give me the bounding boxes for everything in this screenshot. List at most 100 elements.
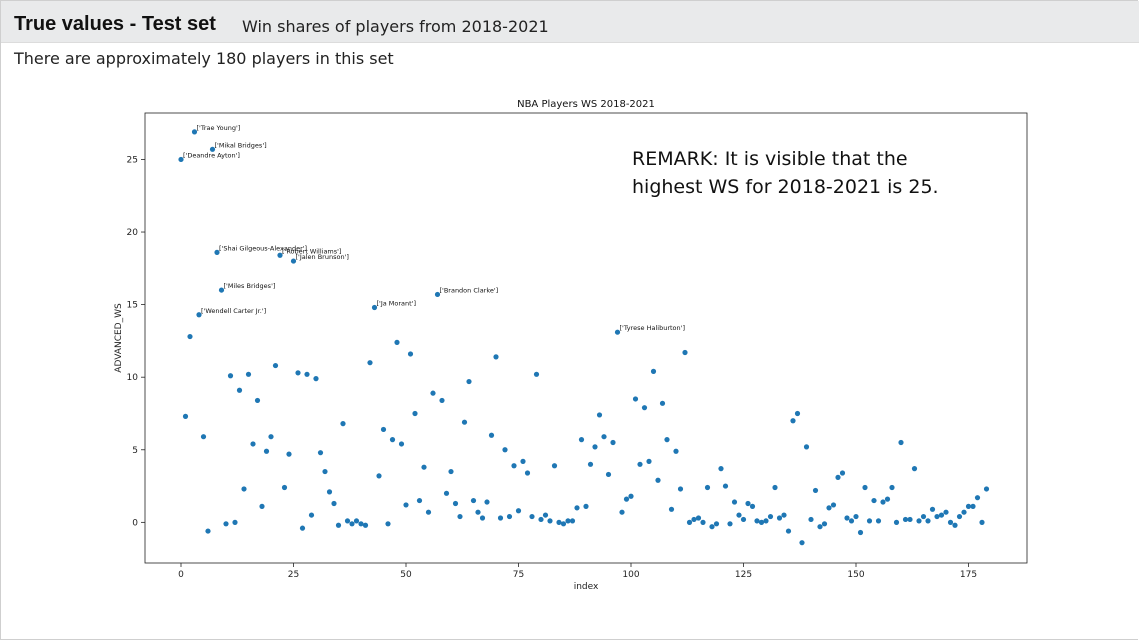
data-point bbox=[313, 376, 319, 382]
data-point bbox=[740, 516, 747, 523]
data-point bbox=[299, 525, 306, 531]
data-point bbox=[394, 339, 400, 345]
data-point bbox=[232, 519, 238, 525]
data-point bbox=[799, 540, 805, 546]
data-point bbox=[421, 464, 427, 470]
point-label: ['Shai Gilgeous-Alexander'] bbox=[219, 244, 307, 252]
data-point bbox=[659, 400, 666, 406]
data-point bbox=[389, 437, 396, 443]
data-point bbox=[560, 521, 567, 527]
data-point bbox=[515, 508, 522, 514]
data-point bbox=[425, 509, 432, 515]
y-tick-label: 20 bbox=[127, 228, 139, 238]
data-point bbox=[596, 412, 603, 418]
data-point bbox=[200, 434, 207, 440]
data-point bbox=[736, 512, 742, 518]
y-tick-label: 5 bbox=[132, 446, 138, 456]
data-point bbox=[772, 484, 778, 491]
data-point bbox=[911, 466, 918, 472]
x-tick-label: 0 bbox=[178, 570, 184, 580]
data-point bbox=[371, 304, 378, 311]
data-point bbox=[250, 441, 256, 447]
data-point bbox=[434, 291, 441, 298]
data-point bbox=[281, 484, 288, 491]
data-point bbox=[650, 368, 657, 374]
data-point bbox=[488, 432, 495, 438]
data-point bbox=[641, 405, 648, 411]
data-point bbox=[461, 419, 468, 425]
chart-title: NBA Players WS 2018-2021 bbox=[517, 99, 655, 110]
data-point bbox=[889, 484, 895, 491]
data-point bbox=[524, 470, 531, 476]
data-point bbox=[187, 333, 193, 340]
remark-annotation-line: REMARK: It is visible that the bbox=[632, 148, 908, 170]
data-point bbox=[781, 512, 787, 518]
point-label: ['Robert Williams'] bbox=[282, 247, 341, 255]
point-label: ['Tyrese Haliburton'] bbox=[620, 324, 685, 332]
data-point bbox=[439, 397, 445, 404]
data-point bbox=[317, 450, 324, 456]
x-axis-label: index bbox=[574, 582, 599, 592]
data-point bbox=[497, 515, 504, 521]
data-point bbox=[934, 513, 940, 520]
data-point bbox=[380, 426, 387, 433]
data-point bbox=[385, 521, 391, 527]
data-point bbox=[308, 512, 315, 518]
data-point bbox=[668, 506, 675, 512]
data-point bbox=[754, 518, 760, 524]
data-point bbox=[979, 519, 985, 525]
data-point bbox=[745, 500, 751, 507]
data-point bbox=[556, 519, 562, 525]
data-point bbox=[344, 518, 351, 524]
data-point bbox=[565, 518, 571, 524]
data-point bbox=[812, 487, 819, 494]
data-point bbox=[704, 484, 711, 491]
x-tick-label: 75 bbox=[513, 570, 524, 580]
point-label: ['Brandon Clarke'] bbox=[440, 286, 499, 294]
data-point bbox=[875, 518, 882, 524]
data-point bbox=[929, 506, 936, 512]
point-label: ['Miles Bridges'] bbox=[224, 282, 276, 290]
data-point bbox=[182, 413, 189, 419]
data-point bbox=[295, 370, 301, 376]
data-point bbox=[178, 156, 184, 163]
point-label: ['Jalen Brunson'] bbox=[296, 253, 349, 261]
data-point bbox=[961, 509, 967, 515]
data-point bbox=[880, 499, 886, 505]
data-point bbox=[403, 502, 409, 508]
data-point bbox=[835, 474, 841, 480]
data-point bbox=[821, 521, 828, 527]
data-point bbox=[412, 410, 418, 417]
data-point bbox=[236, 387, 243, 393]
data-point bbox=[542, 512, 549, 518]
data-point bbox=[610, 439, 616, 446]
data-point bbox=[713, 521, 720, 527]
data-point bbox=[731, 499, 738, 505]
data-point bbox=[227, 373, 234, 379]
data-point bbox=[646, 458, 652, 464]
plot-area bbox=[144, 112, 1028, 564]
page-subtitle: Win shares of players from 2018-2021 bbox=[242, 17, 549, 36]
data-point bbox=[767, 513, 774, 520]
data-point bbox=[826, 505, 832, 511]
data-point bbox=[529, 513, 535, 520]
page-header: True values - Test set Win shares of pla… bbox=[1, 1, 1139, 43]
data-point bbox=[502, 447, 508, 453]
data-point bbox=[475, 509, 481, 515]
data-point bbox=[520, 458, 526, 464]
data-point bbox=[632, 396, 639, 402]
data-point bbox=[916, 518, 922, 524]
data-point bbox=[803, 444, 810, 450]
data-point bbox=[920, 513, 927, 520]
data-point bbox=[263, 448, 270, 454]
data-point bbox=[448, 468, 454, 475]
data-point bbox=[938, 512, 945, 518]
data-point bbox=[470, 497, 477, 504]
data-point bbox=[848, 518, 855, 524]
data-point bbox=[637, 461, 643, 467]
data-point bbox=[682, 349, 688, 356]
data-point bbox=[326, 489, 333, 495]
data-point bbox=[601, 434, 607, 440]
data-point bbox=[376, 473, 382, 479]
